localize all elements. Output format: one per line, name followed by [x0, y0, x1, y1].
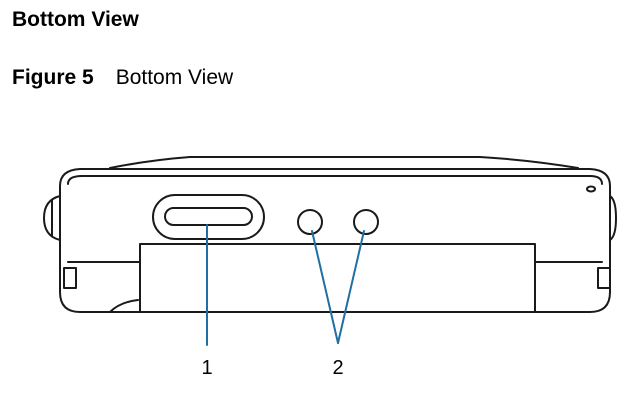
device-inner-edge	[67, 175, 603, 185]
figure-label: Figure 5	[12, 66, 94, 89]
right-side-edge	[609, 195, 617, 241]
lower-panel	[139, 243, 536, 313]
device-body-outline	[59, 168, 611, 313]
left-clip	[63, 267, 77, 289]
section-title: Bottom View	[12, 8, 139, 31]
callout-2-label: 2	[332, 357, 343, 379]
connector-slot-outer	[152, 194, 265, 240]
connector-slot-inner	[164, 207, 253, 226]
device-top-ridge	[109, 156, 579, 169]
device-bottom-view-illustration: 1 2	[43, 156, 617, 379]
microphone-hole-left	[297, 209, 323, 235]
indicator-dot	[586, 185, 596, 193]
callout-2-leader-right	[337, 230, 365, 344]
callout-1-label: 1	[201, 357, 212, 379]
callout-2-leader-left	[311, 230, 339, 344]
right-clip	[597, 267, 611, 289]
microphone-hole-right	[353, 209, 379, 235]
figure-name: Bottom View	[115, 66, 234, 89]
figure-caption: Figure 5 Bottom View	[12, 64, 233, 92]
